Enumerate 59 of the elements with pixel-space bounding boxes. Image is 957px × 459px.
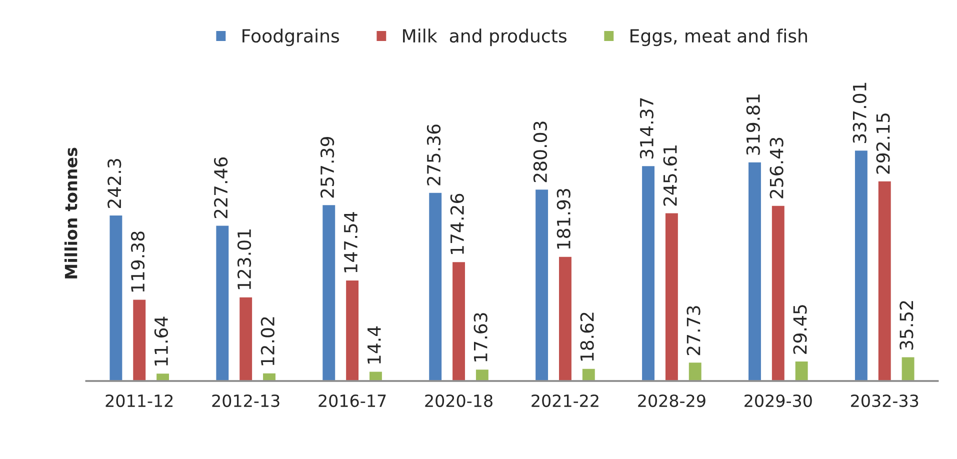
bar: [428, 191, 443, 381]
bar: [132, 298, 147, 381]
data-label: 245.61: [663, 145, 677, 206]
data-label: 35.52: [900, 301, 914, 350]
x-tick-label: 2029-30: [744, 394, 812, 408]
bar: [474, 368, 490, 381]
data-label: 319.81: [746, 94, 760, 155]
bar: [558, 256, 573, 381]
legend-label: Eggs, meat and fish: [630, 28, 807, 46]
bar: [214, 224, 230, 381]
data-label: 314.37: [640, 98, 654, 158]
data-label: 119.38: [130, 232, 145, 292]
bar: [770, 204, 786, 381]
bar: [747, 160, 762, 381]
data-label: 12.02: [260, 317, 274, 366]
bar: [877, 180, 892, 381]
bar: [262, 372, 277, 381]
bar: [664, 212, 680, 381]
x-tick-label: 2032-33: [851, 394, 918, 408]
legend-label: Foodgrains: [242, 28, 340, 46]
data-label: 257.39: [320, 137, 334, 198]
bar: [581, 368, 596, 381]
data-label: 14.4: [368, 326, 381, 364]
x-tick-label: 2011-12: [106, 394, 173, 408]
data-label: 337.01: [852, 82, 866, 143]
data-label: 174.26: [450, 194, 464, 254]
bar: [640, 164, 656, 381]
data-label: 27.73: [686, 306, 700, 356]
x-tick-label: 2012-13: [212, 394, 280, 408]
bar: [321, 204, 336, 381]
data-label: 292.15: [876, 113, 890, 174]
bar: [688, 361, 703, 381]
bar: [238, 296, 254, 381]
bar: [900, 356, 916, 381]
x-tick-label: 2020-18: [425, 394, 492, 408]
bar: [108, 214, 124, 381]
bar: [344, 279, 360, 381]
bar: [368, 370, 384, 381]
data-label: 18.62: [580, 312, 594, 361]
data-label: 256.43: [770, 138, 784, 198]
data-label: 181.93: [556, 188, 570, 249]
legend-label: Milk and products: [403, 28, 566, 46]
bar: [451, 260, 466, 381]
bar: [794, 360, 810, 381]
data-label: 280.03: [533, 122, 548, 182]
bar: [534, 188, 550, 381]
data-label: 242.3: [108, 159, 122, 208]
data-label: 17.63: [474, 313, 488, 362]
data-label: 11.64: [154, 316, 168, 366]
y-axis-title: Million tonnes: [64, 148, 78, 278]
x-tick-label: 2016-17: [318, 394, 386, 408]
x-tick-label: 2021-22: [532, 394, 598, 408]
data-label: 227.46: [214, 157, 228, 218]
bar: [854, 149, 869, 381]
data-label: 123.01: [237, 230, 252, 290]
data-label: 275.36: [426, 124, 441, 186]
x-tick-label: 2028-29: [638, 394, 706, 408]
data-label: 29.45: [793, 305, 807, 354]
data-label: 147.54: [344, 212, 358, 272]
